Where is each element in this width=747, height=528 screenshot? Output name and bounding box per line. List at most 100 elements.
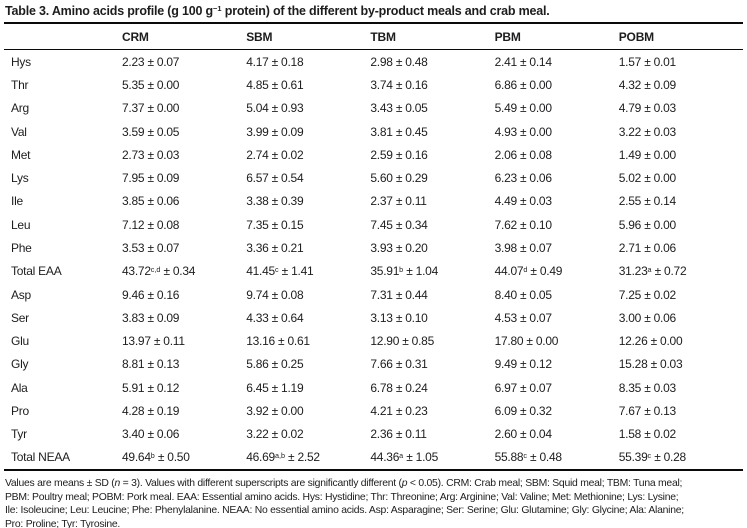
value-cell: 2.73 ± 0.03 bbox=[122, 147, 180, 162]
value-cell: 7.66 ± 0.31 bbox=[370, 357, 428, 372]
value-cell: 31.23a ± 0.72 bbox=[618, 264, 687, 279]
value-cell: 9.74 ± 0.08 bbox=[246, 287, 304, 302]
value-cell: 8.35 ± 0.03 bbox=[618, 380, 676, 395]
row-label: Ala bbox=[11, 380, 28, 395]
value-cell: 6.09 ± 0.32 bbox=[494, 403, 552, 418]
value-cell: 6.86 ± 0.00 bbox=[494, 77, 552, 92]
value-cell: 17.80 ± 0.00 bbox=[494, 334, 559, 349]
table-row: Val 3.59 ± 0.05 3.99 ± 0.09 3.81 ± 0.45 4.93… bbox=[4, 120, 743, 143]
value-cell: 4.28 ± 0.19 bbox=[122, 403, 180, 418]
value-cell: 7.35 ± 0.15 bbox=[246, 217, 304, 232]
value-cell: 3.83 ± 0.09 bbox=[122, 310, 180, 325]
value-cell: 2.36 ± 0.11 bbox=[370, 427, 427, 442]
table-row: Phe 3.53 ± 0.07 3.36 ± 0.21 3.93 ± 0.20 3.98… bbox=[4, 236, 743, 259]
value-cell: 3.74 ± 0.16 bbox=[370, 77, 428, 92]
value-cell: 1.49 ± 0.00 bbox=[618, 147, 676, 162]
value-cell: 2.98 ± 0.48 bbox=[370, 54, 428, 69]
value-cell: 6.23 ± 0.06 bbox=[494, 171, 552, 186]
value-cell: 44.36a ± 1.05 bbox=[370, 450, 439, 465]
value-cell: 4.17 ± 0.18 bbox=[246, 54, 304, 69]
row-label: Pro bbox=[11, 403, 29, 418]
row-label: Val bbox=[11, 124, 27, 139]
row-label: Ser bbox=[11, 310, 29, 325]
value-cell: 2.06 ± 0.08 bbox=[494, 147, 552, 162]
value-cell: 6.97 ± 0.07 bbox=[494, 380, 552, 395]
value-cell: 3.98 ± 0.07 bbox=[494, 240, 552, 255]
value-cell: 4.85 ± 0.61 bbox=[246, 77, 304, 92]
value-cell: 46.69a,b ± 2.52 bbox=[246, 450, 320, 465]
value-cell: 4.33 ± 0.64 bbox=[246, 310, 304, 325]
table-row: Lys 7.95 ± 0.09 6.57 ± 0.54 5.60 ± 0.29 6.23… bbox=[4, 166, 743, 189]
value-cell: 2.23 ± 0.07 bbox=[122, 54, 180, 69]
value-cell: 1.57 ± 0.01 bbox=[618, 54, 676, 69]
table-row: Thr 5.35 ± 0.00 4.85 ± 0.61 3.74 ± 0.16 6.86… bbox=[4, 73, 743, 96]
row-label: Phe bbox=[11, 240, 32, 255]
value-cell: 7.31 ± 0.44 bbox=[370, 287, 428, 302]
value-cell: 5.96 ± 0.00 bbox=[618, 217, 676, 232]
value-cell: 3.59 ± 0.05 bbox=[122, 124, 180, 139]
value-cell: 43.72c,d ± 0.34 bbox=[122, 264, 196, 279]
column-header-tbm: TBM bbox=[370, 23, 495, 50]
row-label: Leu bbox=[11, 217, 31, 232]
row-label: Tyr bbox=[11, 427, 27, 442]
value-cell: 4.79 ± 0.03 bbox=[618, 101, 676, 116]
value-cell: 4.21 ± 0.23 bbox=[370, 403, 428, 418]
corner-cell bbox=[4, 23, 122, 50]
table-row: Arg 7.37 ± 0.00 5.04 ± 0.93 3.43 ± 0.05 5.49… bbox=[4, 97, 743, 120]
value-cell: 7.95 ± 0.09 bbox=[122, 171, 180, 186]
value-cell: 5.91 ± 0.12 bbox=[122, 380, 180, 395]
footnote-line: Pro: Proline; Tyr: Tyrosine. bbox=[5, 518, 121, 528]
value-cell: 6.78 ± 0.24 bbox=[370, 380, 428, 395]
value-cell: 2.37 ± 0.11 bbox=[370, 194, 427, 209]
value-cell: 3.00 ± 0.06 bbox=[618, 310, 676, 325]
value-cell: 5.60 ± 0.29 bbox=[370, 171, 428, 186]
value-cell: 2.59 ± 0.16 bbox=[370, 147, 428, 162]
table-row: Leu 7.12 ± 0.08 7.35 ± 0.15 7.45 ± 0.34 7.62… bbox=[4, 213, 743, 236]
column-header-sbm: SBM bbox=[246, 23, 371, 50]
value-cell: 3.22 ± 0.03 bbox=[618, 124, 676, 139]
value-cell: 41.45c ± 1.41 bbox=[246, 264, 314, 279]
row-label: Total NEAA bbox=[11, 450, 70, 465]
value-cell: 8.40 ± 0.05 bbox=[494, 287, 552, 302]
row-label: Arg bbox=[11, 101, 29, 116]
table-body: Hys 2.23 ± 0.07 4.17 ± 0.18 2.98 ± 0.48 2.41… bbox=[4, 50, 743, 471]
value-cell: 2.74 ± 0.02 bbox=[246, 147, 304, 162]
value-cell: 2.41 ± 0.14 bbox=[494, 54, 552, 69]
value-cell: 3.85 ± 0.06 bbox=[122, 194, 180, 209]
footnote-line: Values are means ± SD (n = 3). Values wi… bbox=[5, 478, 683, 490]
value-cell: 2.60 ± 0.04 bbox=[494, 427, 552, 442]
row-label: Total EAA bbox=[11, 264, 62, 279]
value-cell: 4.93 ± 0.00 bbox=[494, 124, 552, 139]
value-cell: 3.53 ± 0.07 bbox=[122, 240, 180, 255]
value-cell: 9.46 ± 0.16 bbox=[122, 287, 180, 302]
table-row: Total EAA 43.72c,d ± 0.34 41.45c ± 1.41 35.… bbox=[4, 260, 743, 283]
table-row: Tyr 3.40 ± 0.06 3.22 ± 0.02 2.36 ± 0.11 2.60… bbox=[4, 423, 743, 446]
value-cell: 1.58 ± 0.02 bbox=[618, 427, 676, 442]
value-cell: 5.02 ± 0.00 bbox=[618, 171, 676, 186]
value-cell: 2.55 ± 0.14 bbox=[618, 194, 676, 209]
value-cell: 3.92 ± 0.00 bbox=[246, 403, 304, 418]
value-cell: 8.81 ± 0.13 bbox=[122, 357, 180, 372]
value-cell: 7.67 ± 0.13 bbox=[618, 403, 676, 418]
value-cell: 7.25 ± 0.02 bbox=[618, 287, 676, 302]
value-cell: 5.86 ± 0.25 bbox=[246, 357, 304, 372]
value-cell: 5.04 ± 0.93 bbox=[246, 101, 304, 116]
value-cell: 7.62 ± 0.10 bbox=[494, 217, 552, 232]
value-cell: 3.22 ± 0.02 bbox=[246, 427, 304, 442]
value-cell: 15.28 ± 0.03 bbox=[618, 357, 683, 372]
table-row: Met 2.73 ± 0.03 2.74 ± 0.02 2.59 ± 0.16 2.06… bbox=[4, 143, 743, 166]
value-cell: 7.37 ± 0.00 bbox=[122, 101, 180, 116]
value-cell: 3.13 ± 0.10 bbox=[370, 310, 428, 325]
header-row: CRM SBM TBM PBM POBM bbox=[4, 23, 743, 50]
table-footnotes: Values are means ± SD (n = 3). Values wi… bbox=[4, 471, 743, 528]
value-cell: 9.49 ± 0.12 bbox=[494, 357, 552, 372]
value-cell: 35.91b ± 1.04 bbox=[370, 264, 439, 279]
table-row: Hys 2.23 ± 0.07 4.17 ± 0.18 2.98 ± 0.48 2.41… bbox=[4, 50, 743, 74]
value-cell: 3.99 ± 0.09 bbox=[246, 124, 304, 139]
table-row: Pro 4.28 ± 0.19 3.92 ± 0.00 4.21 ± 0.23 6.09… bbox=[4, 399, 743, 422]
value-cell: 55.88c ± 0.48 bbox=[494, 450, 562, 465]
row-label: Hys bbox=[11, 54, 31, 69]
value-cell: 44.07d ± 0.49 bbox=[494, 264, 563, 279]
value-cell: 13.16 ± 0.61 bbox=[246, 334, 310, 349]
